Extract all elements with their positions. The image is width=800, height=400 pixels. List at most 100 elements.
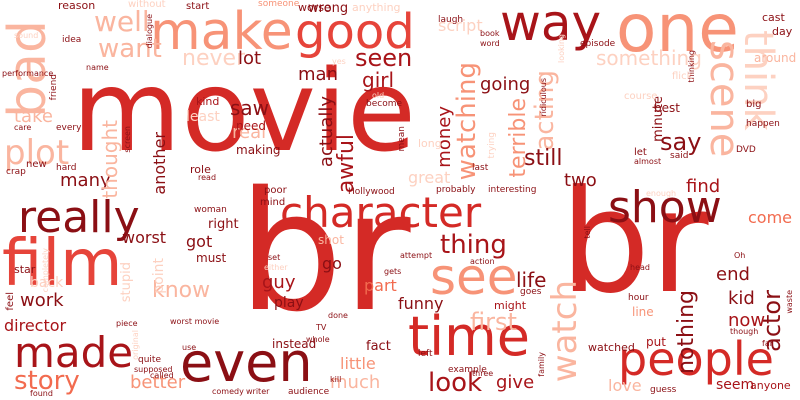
word-role: role <box>190 163 211 176</box>
word-now: now <box>728 310 766 331</box>
word-look: look <box>428 368 483 398</box>
word-made: made <box>14 328 134 377</box>
word-guy: guy <box>262 272 296 293</box>
word-ridiculous: ridiculous <box>539 78 548 117</box>
word-Hollywood: Hollywood <box>348 187 395 197</box>
word-first: first <box>470 308 517 336</box>
word-fact: fact <box>366 339 391 354</box>
word-reason: reason <box>58 0 96 12</box>
word-little: little <box>340 354 376 373</box>
word-kill: kill <box>330 375 342 384</box>
word-let: let <box>634 147 647 158</box>
word-last: last <box>472 163 489 173</box>
word-point: point <box>151 258 167 294</box>
word-interesting: interesting <box>488 185 537 195</box>
word-good: good <box>295 4 415 60</box>
word-know: know <box>152 278 211 303</box>
word-name: name <box>86 63 109 72</box>
word-making: making <box>236 143 281 157</box>
word-piece: piece <box>116 319 138 328</box>
word-way: way <box>500 0 602 52</box>
word-someone: someone <box>258 0 300 9</box>
word-every: every <box>56 123 82 133</box>
word-stupid: stupid <box>119 262 134 303</box>
word-looking: looking <box>557 34 566 64</box>
word-course: course <box>624 91 658 102</box>
word-funny: funny <box>398 294 444 313</box>
word-gets: gets <box>384 267 402 276</box>
word-Oh: Oh <box>734 251 746 260</box>
word-real: real <box>232 122 267 143</box>
word-put: put <box>646 335 666 349</box>
word-either: either <box>264 263 288 272</box>
word-thought: thought <box>98 120 122 199</box>
word-come: come <box>748 208 793 227</box>
word-laugh: laugh <box>438 15 464 25</box>
word-dialogue: dialogue <box>145 14 154 49</box>
word-great: great <box>408 168 451 187</box>
word-play: play <box>274 295 304 311</box>
word-waste: waste <box>785 290 794 314</box>
word-movie: movie <box>72 47 416 177</box>
word-watch: watch <box>545 280 585 383</box>
word-idea: idea <box>62 35 82 45</box>
word-must: must <box>196 251 227 265</box>
word-seem: seem <box>716 377 755 393</box>
word-another: another <box>150 132 169 195</box>
word-trying: trying <box>487 132 497 159</box>
word-think: think <box>735 30 781 131</box>
word-instead: instead <box>272 337 317 351</box>
word-become: become <box>366 99 403 109</box>
word-awful: awful <box>334 134 359 194</box>
word-director: director <box>4 316 67 335</box>
word-screen: screen <box>123 126 132 153</box>
word-found: found <box>30 389 53 398</box>
word-attempt: attempt <box>400 251 433 260</box>
word-old: old <box>372 91 385 100</box>
word-still: still <box>524 146 563 171</box>
word-feel: feel <box>5 292 16 311</box>
word-best: best <box>654 101 680 115</box>
word-really: really <box>18 192 140 243</box>
word-though: though <box>730 327 759 336</box>
word-seen: seen <box>355 44 413 72</box>
word-saw: saw <box>230 96 270 120</box>
word-probably: probably <box>436 185 476 195</box>
word-br: br <box>238 156 411 348</box>
word-might: might <box>494 299 527 312</box>
word-girl: girl <box>362 68 395 92</box>
word-people: people <box>618 332 774 386</box>
word-show: show <box>608 182 722 233</box>
word-set: set <box>268 253 281 262</box>
word-want: want <box>98 34 162 64</box>
word-TV: TV <box>316 323 327 332</box>
word-enough: enough <box>646 189 677 198</box>
word-even: even <box>180 331 313 394</box>
word-woman: woman <box>194 205 227 215</box>
word-around: around <box>754 51 797 65</box>
word-minute: minute <box>651 96 666 142</box>
word-head: head <box>630 263 650 272</box>
word-audience: audience <box>288 387 330 397</box>
word-worst: worst <box>122 228 167 247</box>
word-care: care <box>14 123 32 132</box>
word-use: use <box>182 343 197 352</box>
word-say: say <box>660 128 702 156</box>
word-scene: scene <box>701 40 747 158</box>
word-kind: kind <box>196 95 220 108</box>
word-start: start <box>186 1 210 12</box>
word-called: called <box>150 371 174 380</box>
word-said: said <box>670 151 689 161</box>
word-find: find <box>686 176 721 197</box>
word-writer: writer <box>246 387 270 396</box>
word-supposed: supposed <box>134 365 173 374</box>
word-worst-movie: worst movie <box>170 317 220 326</box>
word-part: part <box>364 276 397 295</box>
word-long: long <box>418 137 442 150</box>
word-character: character <box>280 188 482 237</box>
word-kid: kid <box>728 288 755 309</box>
word-back: back <box>30 275 64 291</box>
word-crap: crap <box>6 167 26 177</box>
word-one: one <box>616 0 739 67</box>
word-new: new <box>26 159 47 170</box>
